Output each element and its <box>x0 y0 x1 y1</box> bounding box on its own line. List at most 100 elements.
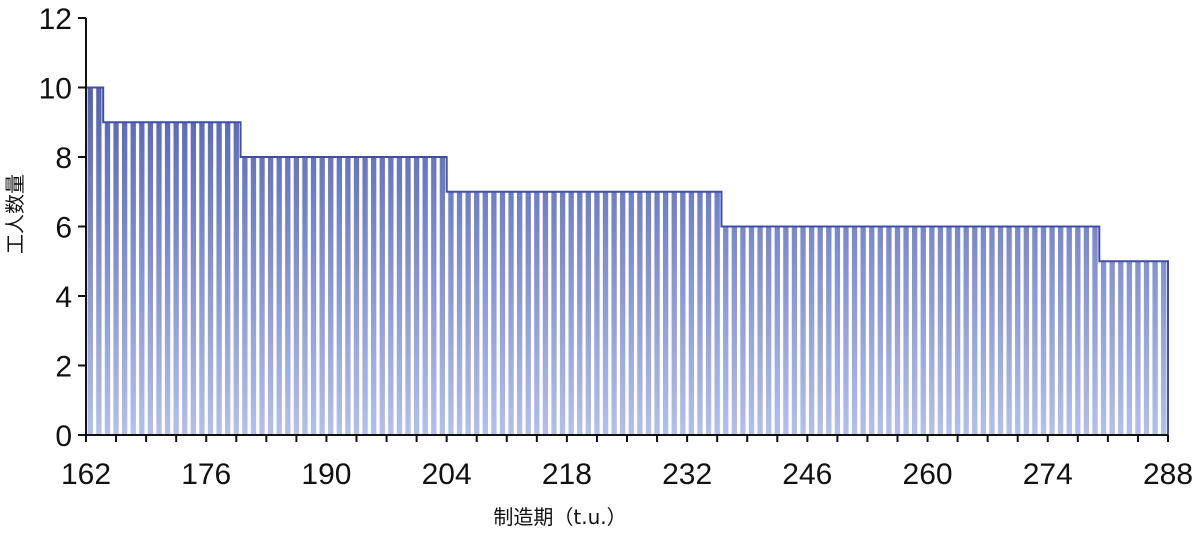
bar <box>147 122 154 435</box>
bar <box>1040 226 1047 435</box>
bar <box>834 226 841 435</box>
bar <box>1126 261 1133 435</box>
bar <box>559 191 566 435</box>
x-tick-label: 274 <box>1023 458 1073 491</box>
y-tick-label: 8 <box>55 142 72 175</box>
bar <box>465 191 471 435</box>
bar <box>448 191 454 435</box>
bar <box>87 87 93 435</box>
bar <box>817 226 823 435</box>
bar <box>242 157 248 435</box>
bar <box>748 226 755 435</box>
bar <box>705 191 712 435</box>
bar <box>1058 226 1064 435</box>
bar <box>190 122 196 435</box>
x-tick-label: 162 <box>61 458 111 491</box>
x-tick-label: 246 <box>782 458 832 491</box>
bar <box>285 157 291 435</box>
bar <box>1100 261 1107 435</box>
y-tick-label: 0 <box>55 420 72 453</box>
bar <box>499 191 506 435</box>
y-tick-label: 2 <box>55 351 72 384</box>
bar <box>491 191 497 435</box>
bar <box>972 226 978 435</box>
bar <box>456 191 463 435</box>
x-tick-label: 288 <box>1143 458 1193 491</box>
bar <box>396 157 403 435</box>
bar <box>1109 261 1115 435</box>
bar <box>903 226 909 435</box>
bar <box>1049 226 1055 435</box>
y-tick-label: 6 <box>55 212 72 245</box>
bar <box>431 157 437 435</box>
bar <box>182 122 188 435</box>
bar <box>1143 261 1150 435</box>
x-axis-title: 制造期（t.u.） <box>493 505 626 529</box>
bar <box>783 226 789 435</box>
bar <box>963 226 969 435</box>
bar <box>662 191 669 435</box>
bar <box>302 157 308 435</box>
bar <box>207 122 214 435</box>
bar <box>405 157 411 435</box>
bar <box>671 191 677 435</box>
bar <box>637 191 643 435</box>
bar <box>388 157 394 435</box>
bar <box>1066 226 1072 435</box>
bar <box>293 157 300 435</box>
bar <box>319 157 325 435</box>
y-tick-label: 4 <box>55 281 72 314</box>
bar <box>731 226 737 435</box>
bar <box>937 226 944 435</box>
bar <box>757 226 763 435</box>
bar <box>310 157 317 435</box>
bar <box>886 226 892 435</box>
bar <box>345 157 351 435</box>
bar <box>474 191 480 435</box>
bar <box>594 191 600 435</box>
bar <box>1023 226 1029 435</box>
x-tick-label: 204 <box>422 458 472 491</box>
bar <box>714 191 720 435</box>
bars <box>86 86 1169 435</box>
bar <box>328 157 334 435</box>
bar <box>611 191 617 435</box>
x-tick-label: 260 <box>903 458 953 491</box>
bar <box>585 191 592 435</box>
bar <box>697 191 703 435</box>
bar <box>954 226 961 435</box>
bar <box>362 157 368 435</box>
bar <box>791 226 798 435</box>
bar <box>1118 261 1124 435</box>
bar <box>121 122 128 435</box>
bar <box>96 87 102 435</box>
bar <box>225 122 231 435</box>
bar <box>517 191 523 435</box>
bar <box>912 226 918 435</box>
bar <box>482 191 488 435</box>
bar <box>654 191 660 435</box>
bar <box>336 157 342 435</box>
bar <box>233 122 239 435</box>
bar <box>551 191 557 435</box>
bar <box>826 226 832 435</box>
bar <box>199 122 205 435</box>
y-axis-title: 工人数量 <box>3 174 27 254</box>
bar <box>371 157 377 435</box>
bar <box>259 157 265 435</box>
bar <box>250 157 257 435</box>
bar <box>740 226 746 435</box>
bar <box>688 191 695 435</box>
bar <box>508 191 514 435</box>
bar <box>620 191 626 435</box>
bar <box>929 226 935 435</box>
bar <box>276 157 282 435</box>
x-tick-label: 218 <box>542 458 592 491</box>
bar <box>1161 261 1167 435</box>
bar <box>379 157 385 435</box>
bar <box>645 191 652 435</box>
bar <box>113 122 119 435</box>
bar <box>843 226 849 435</box>
